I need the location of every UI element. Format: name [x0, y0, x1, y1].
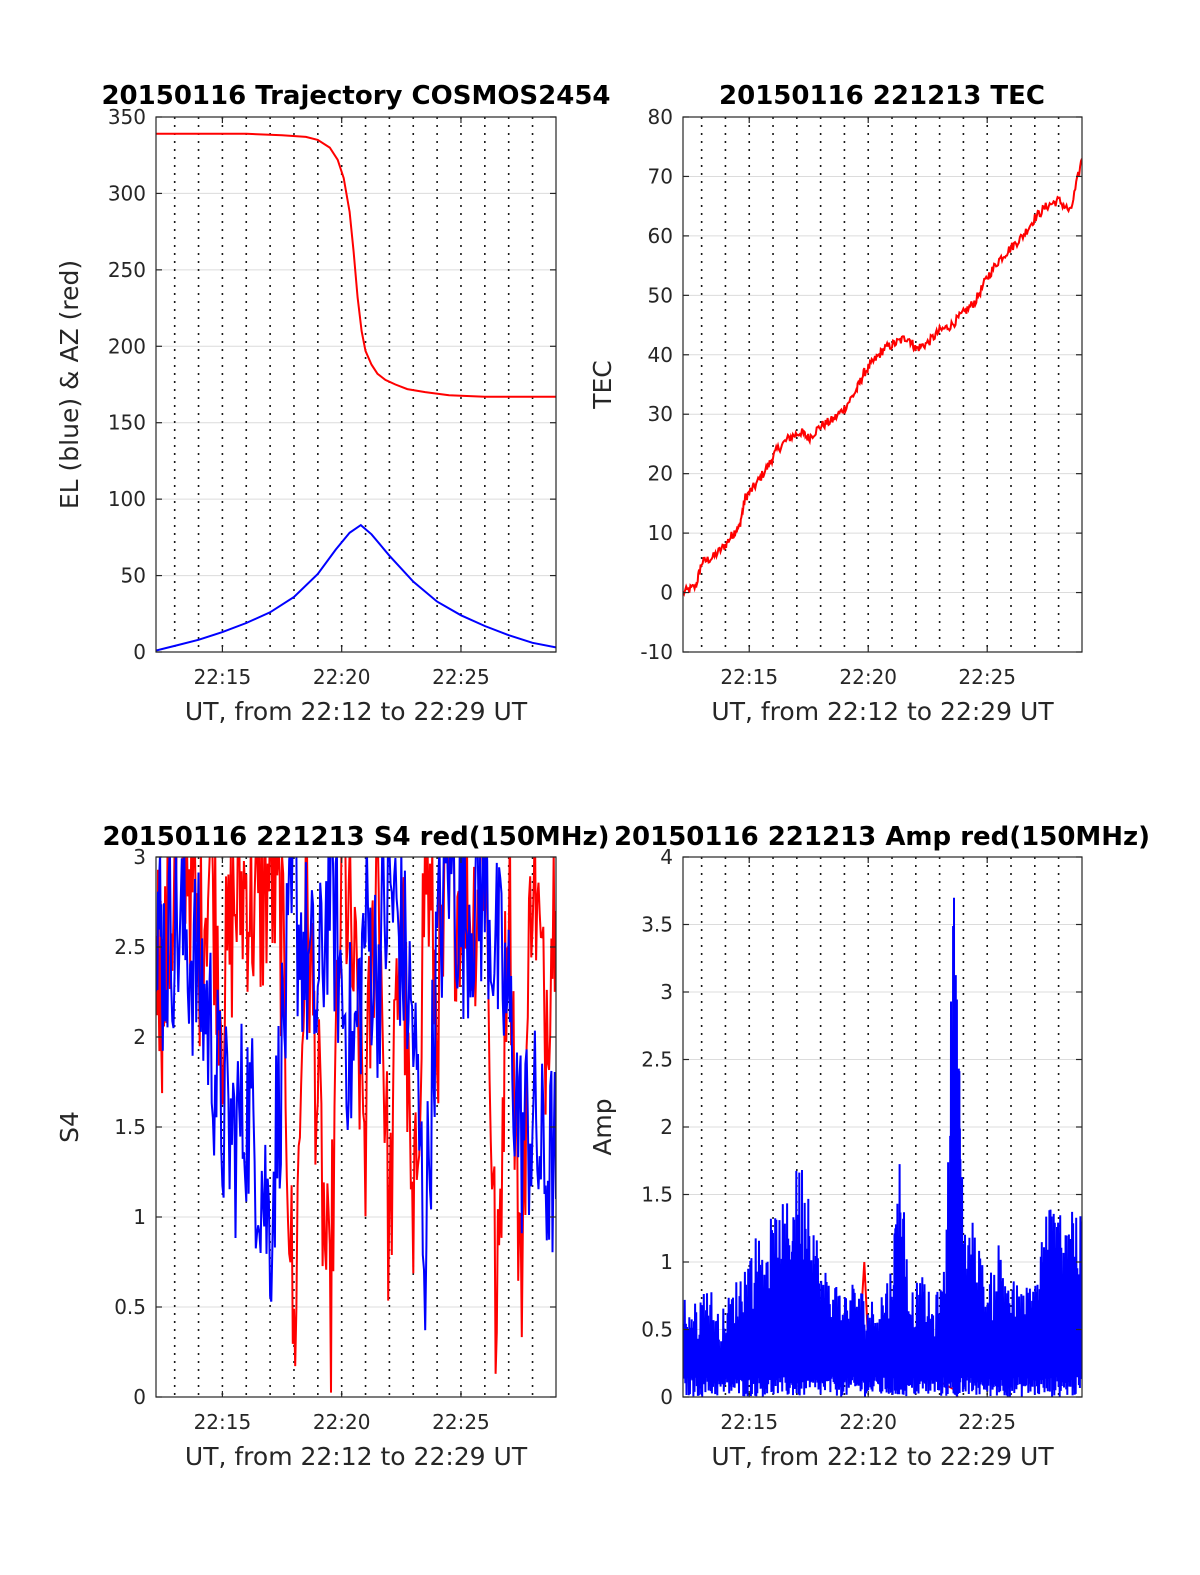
series-line-blue — [156, 857, 556, 1331]
x-tick-label: 22:25 — [958, 1410, 1016, 1434]
x-axis-label: UT, from 22:12 to 22:29 UT — [711, 697, 1054, 726]
x-tick-label: 22:20 — [839, 1410, 897, 1434]
y-tick-label: 30 — [648, 402, 673, 426]
y-tick-label: 2.5 — [641, 1048, 673, 1072]
y-tick-label: 1.5 — [641, 1183, 673, 1207]
y-tick-label: 70 — [648, 164, 673, 188]
y-tick-label: 200 — [108, 334, 146, 358]
y-tick-label: 2.5 — [114, 935, 146, 959]
y-tick-label: 4 — [660, 845, 673, 869]
y-axis-label: S4 — [55, 1111, 84, 1143]
x-tick-label: 22:20 — [313, 1410, 371, 1434]
y-tick-label: 300 — [108, 181, 146, 205]
chart-title: 20150116 221213 Amp red(150MHz) — [614, 822, 1150, 852]
y-tick-label: 2 — [660, 1115, 673, 1139]
series-line-blue — [156, 523, 556, 652]
y-tick-label: 80 — [648, 105, 673, 129]
x-tick-label: 22:20 — [839, 665, 897, 689]
y-tick-label: 10 — [648, 521, 673, 545]
x-tick-label: 22:15 — [720, 1410, 778, 1434]
y-tick-label: 150 — [108, 411, 146, 435]
x-tick-label: 22:15 — [194, 1410, 252, 1434]
series-line-red — [156, 132, 556, 398]
y-tick-label: 2 — [133, 1025, 146, 1049]
y-tick-label: 0.5 — [641, 1318, 673, 1342]
x-tick-label: 22:25 — [958, 665, 1016, 689]
y-tick-label: 0 — [660, 581, 673, 605]
x-tick-label: 22:15 — [720, 665, 778, 689]
chart-title: 20150116 221213 S4 red(150MHz) — [102, 822, 609, 852]
series-line-blue — [683, 897, 1082, 1397]
y-tick-label: 0.5 — [114, 1295, 146, 1319]
tec-chart: -10 0 10 20 30 40 50 60 70 80 22:15 22:20 22:25 20150… — [588, 81, 1083, 726]
y-tick-label: 3 — [133, 845, 146, 869]
y-tick-label: 20 — [648, 462, 673, 486]
s4-chart: 0 0.5 1 1.5 2 2.5 3 22:15 22:20 22:25 20150116 221… — [55, 822, 610, 1471]
y-tick-label: 3.5 — [641, 913, 673, 937]
x-tick-label: 22:15 — [194, 665, 252, 689]
y-axis-label: EL (blue) & AZ (red) — [55, 260, 84, 509]
plot-frame — [155, 116, 557, 653]
y-tick-label: 250 — [108, 258, 146, 282]
trajectory-chart: 0 50 100 150 200 250 300 350 22:15 22:20 22:25 2015… — [55, 81, 611, 726]
x-axis-label: UT, from 22:12 to 22:29 UT — [185, 697, 528, 726]
y-tick-label: 100 — [108, 487, 146, 511]
y-axis-label: Amp — [588, 1098, 617, 1155]
y-tick-label: 1 — [133, 1205, 146, 1229]
x-tick-label: 22:25 — [432, 665, 490, 689]
y-tick-label: 50 — [648, 283, 673, 307]
y-tick-label: 50 — [121, 564, 146, 588]
y-axis-label: TEC — [588, 360, 617, 410]
y-tick-label: 0 — [133, 1385, 146, 1409]
chart-title: 20150116 Trajectory COSMOS2454 — [101, 81, 610, 111]
y-tick-label: 0 — [660, 1385, 673, 1409]
x-axis-label: UT, from 22:12 to 22:29 UT — [185, 1442, 528, 1471]
y-tick-label: 40 — [648, 343, 673, 367]
y-tick-label: 60 — [648, 224, 673, 248]
y-tick-label: -10 — [640, 640, 673, 664]
chart-title: 20150116 221213 TEC — [719, 81, 1045, 111]
y-tick-label: 1 — [660, 1250, 673, 1274]
amp-chart: 0 0.5 1 1.5 2 2.5 3 3.5 4 22:15 22:20 22:25 20150116… — [588, 822, 1150, 1471]
series-line-red — [683, 158, 1082, 598]
x-axis-label: UT, from 22:12 to 22:29 UT — [711, 1442, 1054, 1471]
x-tick-label: 22:25 — [432, 1410, 490, 1434]
y-tick-label: 350 — [108, 105, 146, 129]
y-tick-label: 0 — [133, 640, 146, 664]
y-tick-label: 3 — [660, 980, 673, 1004]
y-tick-label: 1.5 — [114, 1115, 146, 1139]
x-tick-label: 22:20 — [313, 665, 371, 689]
plot-frame — [682, 116, 1083, 653]
